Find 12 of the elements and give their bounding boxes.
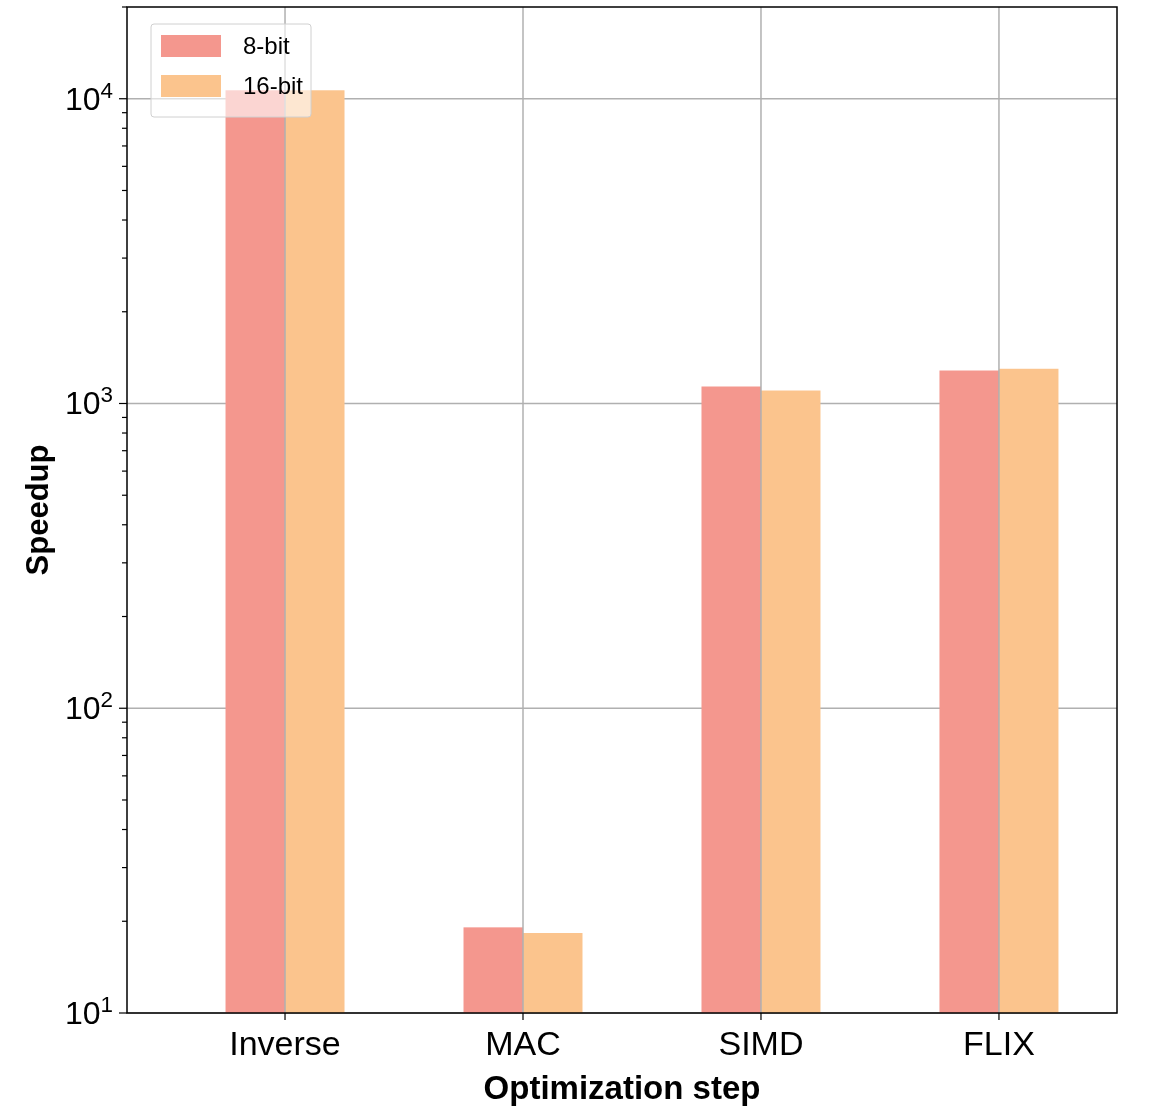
x-tick-label: SIMD — [718, 1024, 804, 1062]
x-tick-label: MAC — [485, 1024, 561, 1062]
legend-label: 8-bit — [243, 32, 291, 59]
x-axis-title: Optimization step — [483, 1069, 761, 1106]
y-axis-title: Speedup — [20, 444, 55, 576]
y-tick-label: 10$^{3}$ — [64, 381, 113, 422]
y-tick-label: 10$^{1}$ — [64, 991, 113, 1031]
y-tick-label: 10$^{2}$ — [64, 686, 113, 727]
x-tick-label: FLIX — [963, 1024, 1035, 1062]
y-tick-label: 10$^{4}$ — [64, 77, 113, 117]
x-tick-label: Inverse — [229, 1024, 341, 1062]
legend-label: 16-bit — [243, 72, 304, 99]
